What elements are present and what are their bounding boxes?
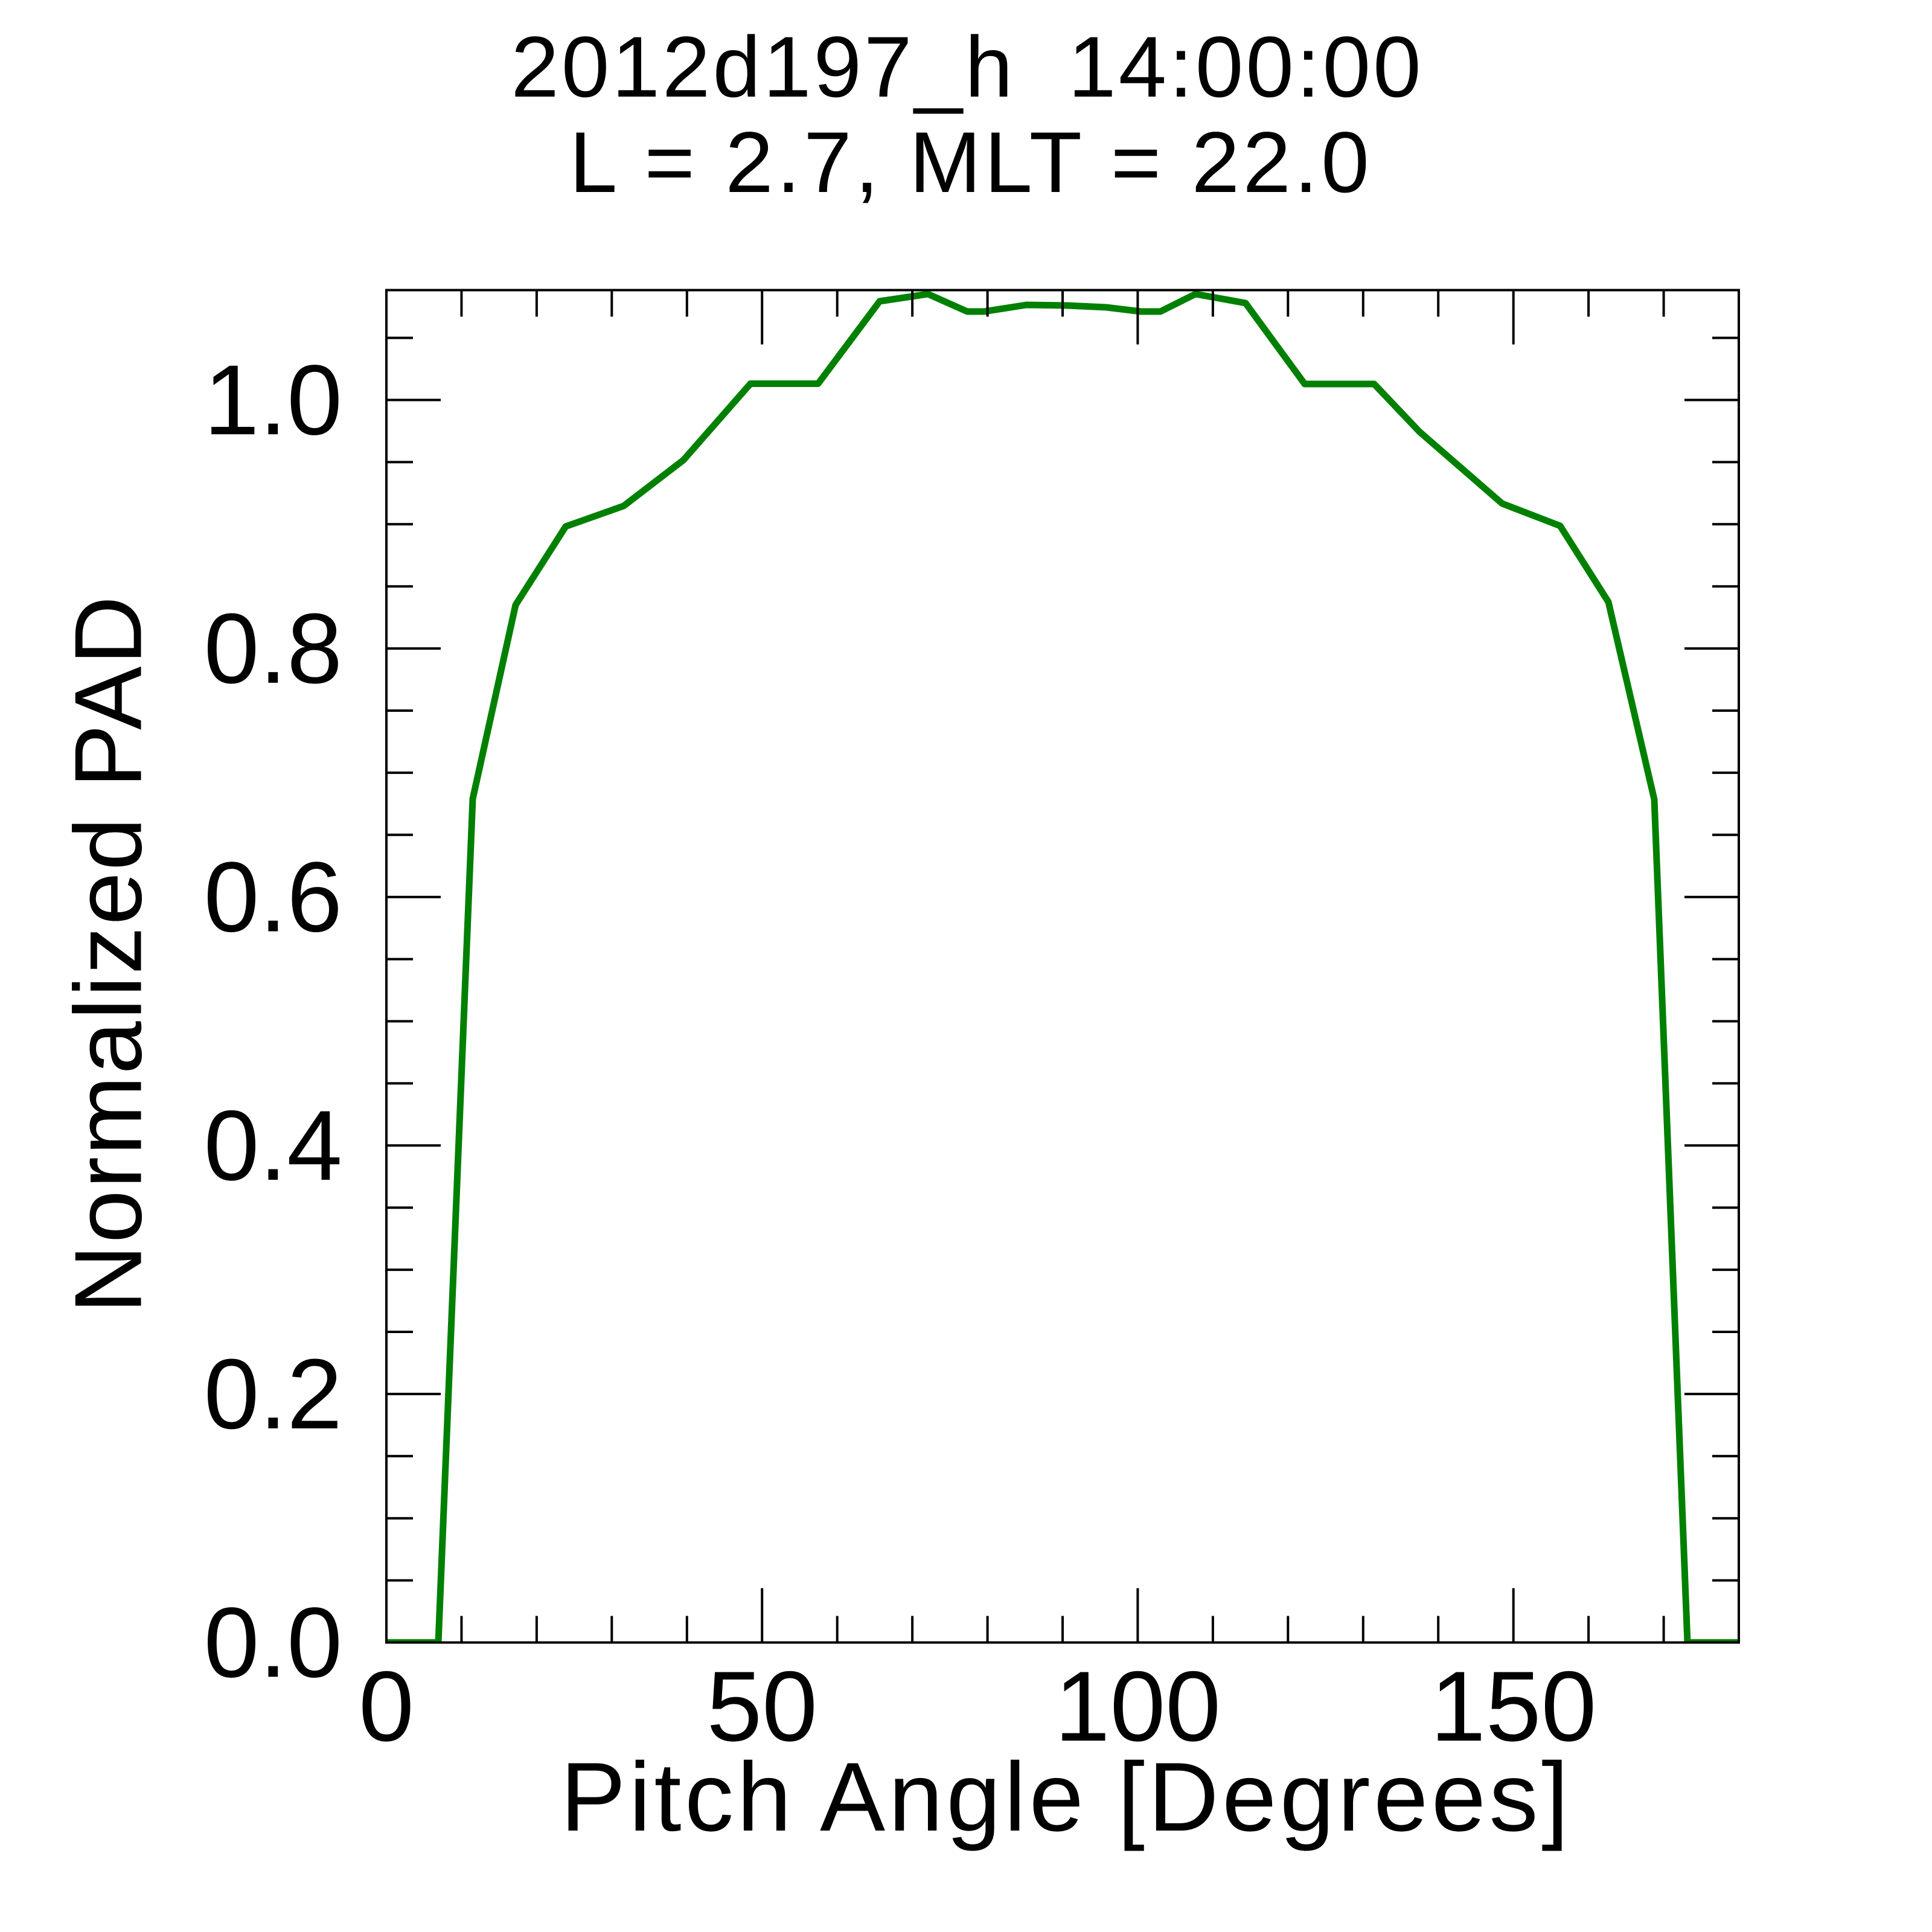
svg-text:50: 50	[706, 1651, 817, 1762]
svg-text:2012d197_h 14:00:00: 2012d197_h 14:00:00	[511, 19, 1423, 115]
svg-text:Normalized PAD: Normalized PAD	[56, 594, 162, 1313]
svg-text:0.0: 0.0	[204, 1587, 342, 1698]
svg-text:0.4: 0.4	[204, 1090, 342, 1201]
svg-text:0.2: 0.2	[204, 1339, 342, 1450]
svg-text:100: 100	[1055, 1651, 1221, 1762]
svg-text:150: 150	[1430, 1651, 1596, 1762]
svg-text:Pitch Angle [Degrees]: Pitch Angle [Degrees]	[560, 1742, 1572, 1852]
svg-text:L = 2.7, MLT = 22.0: L = 2.7, MLT = 22.0	[569, 115, 1372, 211]
svg-text:0: 0	[359, 1651, 414, 1762]
svg-text:1.0: 1.0	[204, 344, 342, 455]
svg-text:0.8: 0.8	[204, 593, 342, 704]
svg-text:0.6: 0.6	[204, 842, 342, 953]
